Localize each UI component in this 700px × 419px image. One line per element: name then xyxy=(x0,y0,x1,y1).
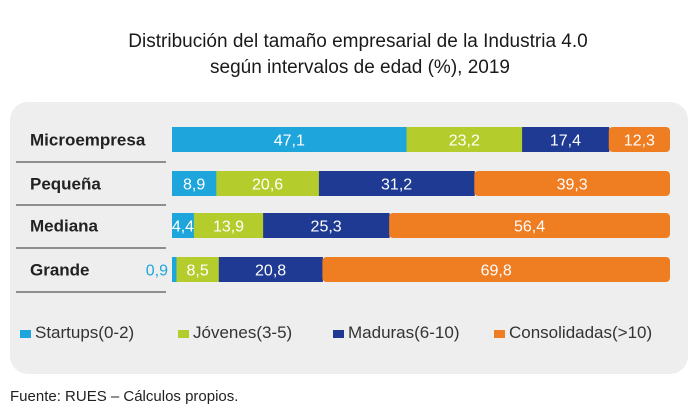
bar-microempresa-jovenes-3-5 xyxy=(406,127,523,152)
category-label-pequena: Pequeña xyxy=(30,175,101,194)
data-label: 17,4 xyxy=(550,133,581,150)
category-label-grande: Grande xyxy=(30,261,90,280)
bar-mediana-startups-0-2 xyxy=(172,213,195,238)
chart-title-line2: según intervalos de edad (%), 2019 xyxy=(210,57,510,78)
legend-label-jovenes-3-5: Jóvenes(3-5) xyxy=(193,323,292,342)
legend-swatch-maduras-6-10 xyxy=(333,330,344,338)
bar-pequena-consolidadas-10 xyxy=(474,171,670,196)
data-label: 12,3 xyxy=(624,133,655,150)
legend-label-maduras-6-10: Maduras(6-10) xyxy=(348,323,460,342)
data-label: 13,9 xyxy=(213,219,244,236)
data-label: 56,4 xyxy=(514,219,545,236)
data-label: 23,2 xyxy=(449,133,480,150)
bar-mediana-consolidadas-10 xyxy=(389,213,670,238)
bar-pequena-maduras-6-10 xyxy=(318,171,475,196)
category-label-microempresa: Microempresa xyxy=(30,131,146,150)
bar-microempresa-consolidadas-10 xyxy=(608,127,670,152)
data-label: 25,3 xyxy=(311,219,342,236)
bar-grande-jovenes-3-5 xyxy=(176,257,220,282)
bar-grande-startups-0-2 xyxy=(172,257,177,282)
data-label: 20,8 xyxy=(255,263,286,280)
bar-mediana-maduras-6-10 xyxy=(263,213,390,238)
data-label: 47,1 xyxy=(274,133,305,150)
data-label: 4,4 xyxy=(172,219,194,236)
legend-swatch-startups-0-2 xyxy=(20,330,31,338)
legend-label-startups-0-2: Startups(0-2) xyxy=(35,323,134,342)
legend-swatch-consolidadas-10 xyxy=(494,330,505,338)
bar-mediana-jovenes-3-5 xyxy=(193,213,264,238)
bar-microempresa-maduras-6-10 xyxy=(522,127,610,152)
data-label: 69,8 xyxy=(481,263,512,280)
bar-grande-maduras-6-10 xyxy=(218,257,323,282)
data-label: 39,3 xyxy=(557,177,588,194)
category-label-mediana: Mediana xyxy=(30,217,99,236)
source-note: Fuente: RUES – Cálculos propios. xyxy=(10,388,239,405)
data-label: 8,9 xyxy=(183,177,205,194)
data-label: 8,5 xyxy=(187,263,209,280)
chart-title-line1: Distribución del tamaño empresarial de l… xyxy=(128,31,588,52)
bar-microempresa-startups-0-2 xyxy=(172,127,408,152)
bar-grande-consolidadas-10 xyxy=(322,257,670,282)
bar-pequena-jovenes-3-5 xyxy=(216,171,320,196)
legend-label-consolidadas-10: Consolidadas(>10) xyxy=(509,323,652,342)
legend-swatch-jovenes-3-5 xyxy=(178,330,189,338)
data-label: 0,9 xyxy=(146,263,168,280)
bar-pequena-startups-0-2 xyxy=(172,171,217,196)
data-label: 20,6 xyxy=(252,177,283,194)
data-label: 31,2 xyxy=(381,177,412,194)
